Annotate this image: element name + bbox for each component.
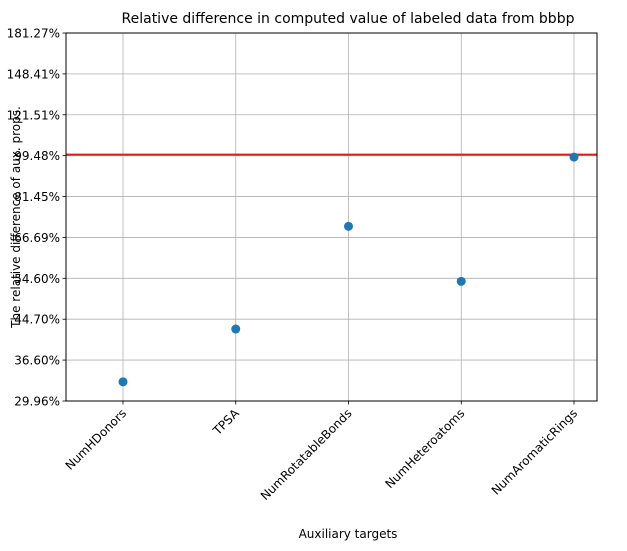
y-tick-label: 66.69%	[14, 231, 60, 245]
plot-frame	[65, 32, 598, 402]
y-tick-label: 181.27%	[7, 27, 60, 41]
x-tick-label: NumAromaticRings	[489, 406, 580, 497]
data-point	[231, 324, 241, 334]
y-tick-label: 99.48%	[14, 149, 60, 163]
y-axis: 29.96% 36.60% 44.70% 54.60% 66.69% 81.45% 99.4…	[7, 27, 66, 409]
data-point	[456, 276, 466, 286]
data-points	[118, 152, 579, 387]
data-point	[118, 377, 128, 387]
x-tick-label: NumHDonors	[63, 406, 129, 472]
chart-title: Relative difference in computed value of…	[122, 11, 575, 27]
y-tick-label: 81.45%	[14, 190, 60, 204]
x-axis-label: Auxiliary targets	[299, 527, 398, 541]
y-tick-label: 36.60%	[14, 354, 60, 368]
x-axis: NumHDonors TPSA NumRotatableBonds NumHetero…	[63, 401, 580, 503]
y-tick-label: 148.41%	[7, 67, 60, 81]
x-tick-label: NumRotatableBonds	[258, 406, 355, 503]
data-point	[344, 221, 353, 231]
y-tick-label: 121.51%	[7, 108, 60, 122]
y-tick-label: 44.70%	[14, 313, 60, 327]
data-point	[569, 152, 579, 162]
y-tick-label: 54.60%	[14, 272, 60, 286]
x-tick-label: TPSA	[210, 406, 243, 439]
x-tick-label: NumHeteroatoms	[382, 406, 467, 491]
y-axis-label: The relative difference of aux. props.	[9, 106, 23, 329]
y-tick-label: 29.96%	[14, 395, 60, 409]
grid	[66, 32, 597, 402]
